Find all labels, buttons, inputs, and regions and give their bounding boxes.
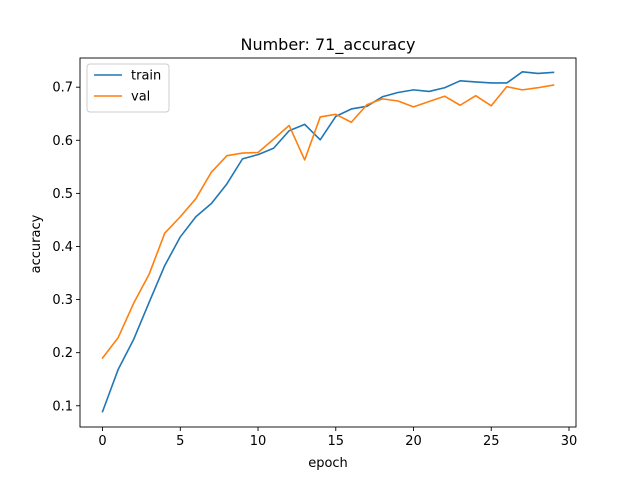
y-axis-label: accuracy: [29, 214, 44, 273]
y-tick-label: 0.2: [52, 346, 73, 361]
series-line-train: [101, 71, 555, 413]
series-line-val: [101, 84, 555, 360]
x-tick-label: 5: [176, 434, 184, 449]
axes-frame: [79, 57, 577, 428]
y-tick-label: 0.4: [52, 240, 73, 255]
plot-area: 0 5 10 15 20 25 30 0.1 0.2 0.3 0.4 0.5 0.6 0.7: [52, 57, 578, 449]
y-tick-label: 0.5: [52, 187, 73, 202]
x-tick-label: 30: [561, 434, 578, 449]
x-tick-label: 10: [250, 434, 267, 449]
x-tick-label: 15: [328, 434, 345, 449]
legend: train val: [86, 63, 170, 113]
legend-label-train: train: [131, 69, 161, 84]
x-tick-label: 25: [483, 434, 500, 449]
chart-title: Number: 71_accuracy: [240, 35, 415, 55]
y-tick-label: 0.3: [52, 293, 73, 308]
y-tick-label: 0.6: [52, 134, 73, 149]
x-tick-label: 0: [98, 434, 106, 449]
x-tick-label: 20: [405, 434, 422, 449]
y-tick-label: 0.1: [52, 399, 73, 414]
x-axis-label: epoch: [308, 456, 348, 471]
legend-label-val: val: [131, 90, 150, 105]
y-tick-label: 0.7: [52, 81, 73, 96]
legend-box: [86, 63, 170, 113]
